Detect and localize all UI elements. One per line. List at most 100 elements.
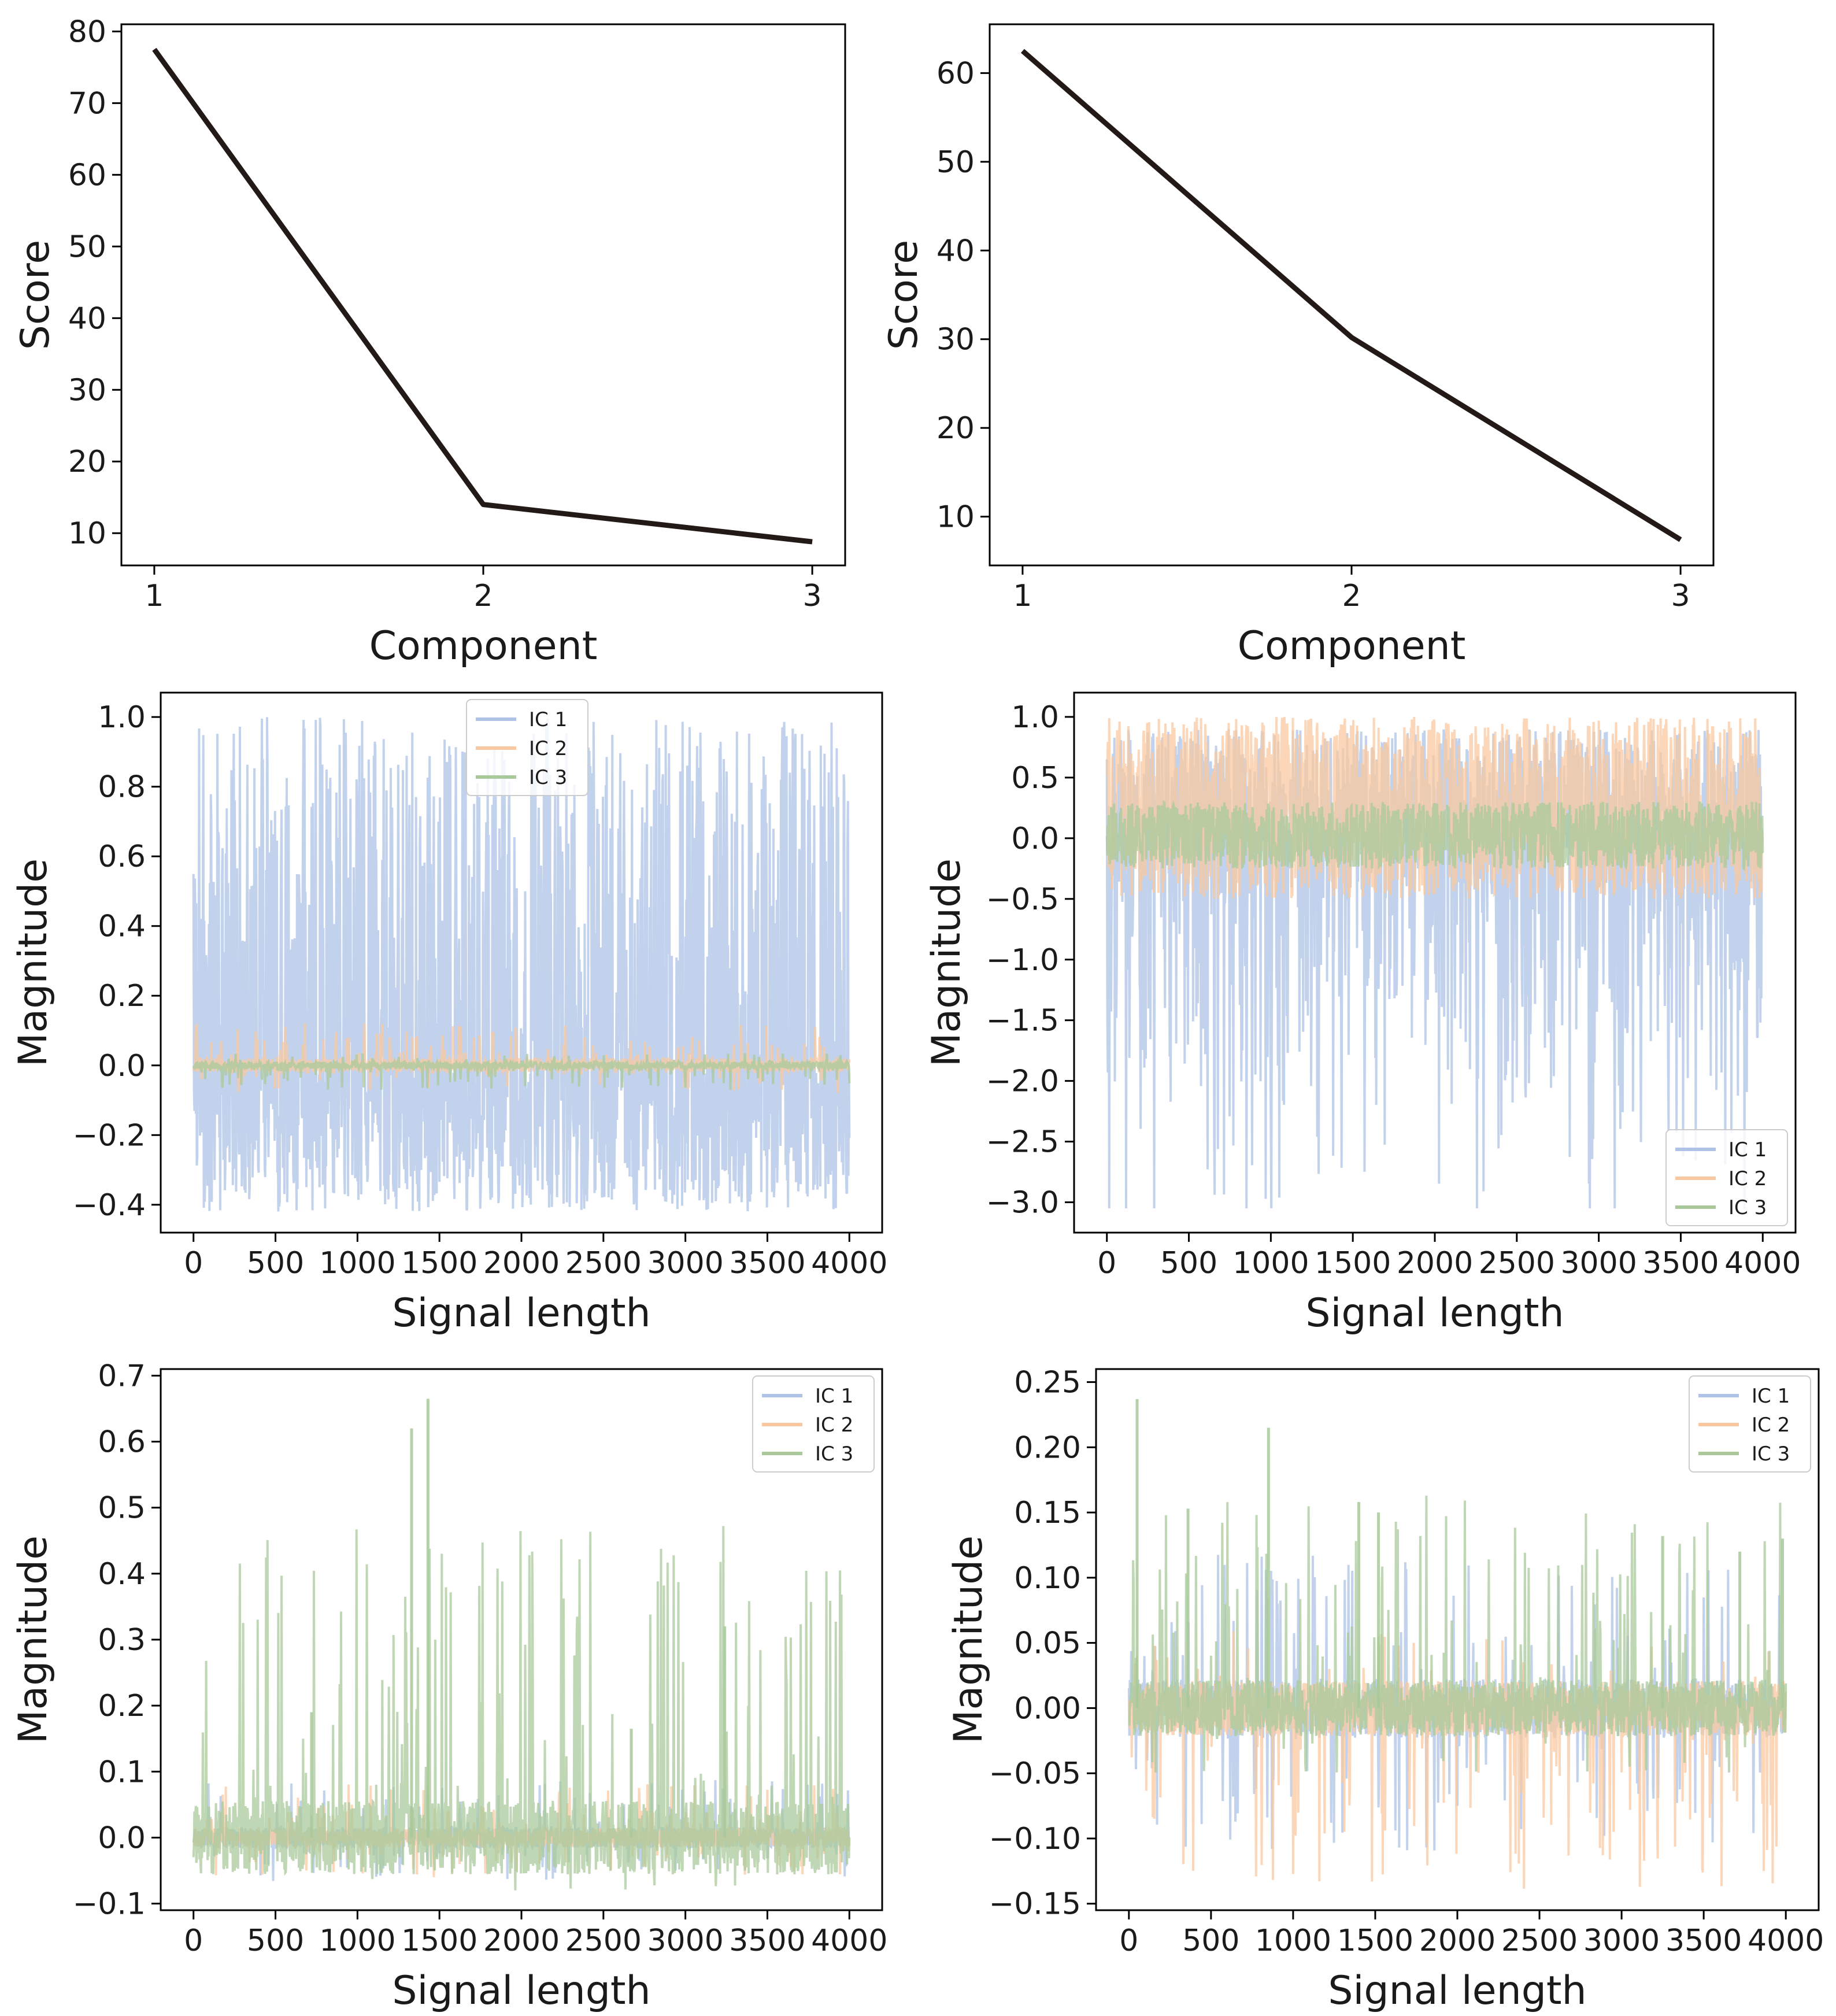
- chart-panel-4: IC 1 IC 2 IC 3 0 500 1000 1500 2000 2500 3000 3500…: [924, 691, 1801, 1336]
- x-axis-label: Component: [369, 623, 598, 669]
- legend: IC 1 IC 2 IC 3: [466, 699, 588, 796]
- x-tick-label: 0: [1119, 1923, 1138, 1958]
- y-tick-label: −0.4: [73, 1188, 146, 1223]
- legend-label: IC 2: [1752, 1414, 1790, 1437]
- y-tick-label: 0.00: [1014, 1691, 1081, 1726]
- y-tick-label: −2.0: [986, 1064, 1059, 1099]
- y-tick-label: 0.1: [98, 1755, 146, 1789]
- x-tick-label: 2000: [483, 1923, 560, 1958]
- y-tick-label: 0.6: [98, 1425, 146, 1460]
- chart-panel-2: 1 2 3 10 20 30 40 50 60 Component Score: [881, 23, 1715, 669]
- y-axis-label: Magnitude: [946, 1536, 991, 1744]
- legend: IC 1 IC 2 IC 3: [752, 1375, 875, 1473]
- y-tick-label: 40: [68, 301, 106, 336]
- y-tick-label: 0.2: [98, 979, 146, 1013]
- x-tick-label: 4000: [811, 1246, 887, 1281]
- y-tick-label: 1.0: [1011, 700, 1059, 735]
- y-tick-label: 0.25: [1014, 1366, 1081, 1400]
- x-tick-label: 3500: [1642, 1246, 1719, 1281]
- y-tick-label: 0.10: [1014, 1561, 1081, 1596]
- legend-label: IC 1: [1728, 1138, 1767, 1161]
- series-ic-2-line: [1105, 717, 1764, 900]
- chart-panel-3: IC 1 IC 2 IC 3 0 500 1000 1500 2000 2500 3000 3500…: [10, 691, 887, 1336]
- y-tick-label: −0.05: [989, 1756, 1081, 1791]
- x-tick-label: 1500: [1337, 1923, 1413, 1958]
- x-tick-label: 500: [247, 1246, 304, 1281]
- x-tick-label: 1500: [1315, 1246, 1391, 1281]
- y-tick-label: 10: [936, 500, 975, 535]
- legend-label: IC 3: [1728, 1196, 1767, 1219]
- chart-panel-6: IC 1 IC 2 IC 3 0 500 1000 1500 2000 2500 3000 3500…: [946, 1366, 1824, 2014]
- y-tick-label: 0.20: [1014, 1430, 1081, 1465]
- x-tick-label: 2: [473, 579, 493, 613]
- x-tick-label: 4000: [811, 1923, 887, 1958]
- y-tick-label: 0.3: [98, 1623, 146, 1658]
- x-tick-label: 4000: [1724, 1246, 1801, 1281]
- x-tick-label: 1000: [1232, 1246, 1309, 1281]
- series-ic-3-line: [1128, 1496, 1787, 1773]
- x-tick-label: 500: [247, 1923, 304, 1958]
- legend-label: IC 2: [1728, 1167, 1767, 1190]
- x-axis-label: Signal length: [1305, 1290, 1564, 1336]
- y-tick-label: 0.4: [98, 1557, 146, 1592]
- x-tick-label: 4000: [1748, 1923, 1824, 1958]
- x-tick-label: 1500: [401, 1246, 477, 1281]
- x-tick-label: 2500: [565, 1246, 642, 1281]
- y-tick-label: −3.0: [986, 1186, 1059, 1220]
- y-tick-label: −0.15: [989, 1887, 1081, 1922]
- axes-frame: [989, 23, 1715, 567]
- x-axis-label: Signal length: [392, 1290, 650, 1336]
- y-axis-label: Score: [13, 240, 58, 350]
- series-ic-3-line: [1105, 800, 1764, 871]
- y-tick-label: −1.0: [986, 943, 1059, 978]
- x-tick-label: 2500: [565, 1923, 642, 1958]
- score-line: [152, 47, 813, 545]
- x-tick-label: 2500: [1501, 1923, 1578, 1958]
- y-tick-label: 0.5: [1011, 761, 1059, 796]
- y-axis-label: Magnitude: [10, 1536, 56, 1744]
- x-tick-label: 1000: [319, 1246, 395, 1281]
- y-tick-label: −0.10: [989, 1822, 1081, 1856]
- x-tick-label: 3500: [729, 1923, 805, 1958]
- x-tick-label: 2000: [1419, 1923, 1496, 1958]
- y-tick-label: 0.05: [1014, 1626, 1081, 1661]
- y-tick-label: −1.5: [986, 1004, 1059, 1038]
- series-ic-3-line: [192, 1053, 851, 1090]
- y-tick-label: 20: [68, 445, 106, 479]
- legend-label: IC 3: [529, 766, 567, 789]
- x-tick-label: 500: [1182, 1923, 1239, 1958]
- y-tick-label: 60: [68, 158, 106, 193]
- y-tick-label: 0.0: [98, 1821, 146, 1855]
- y-tick-label: 20: [936, 411, 975, 446]
- x-tick-label: 3000: [1583, 1923, 1660, 1958]
- y-axis-label: Score: [881, 240, 927, 350]
- series-ic-3-line: [192, 1526, 851, 1891]
- y-tick-label: 0.0: [1011, 822, 1059, 856]
- plot-area: [1020, 49, 1682, 542]
- x-tick-label: 2: [1342, 579, 1361, 613]
- x-tick-label: 3000: [647, 1246, 723, 1281]
- x-tick-label: 1: [1013, 579, 1032, 613]
- y-tick-label: 0.6: [98, 839, 146, 874]
- y-tick-label: 40: [936, 234, 975, 268]
- y-tick-label: 30: [68, 373, 106, 408]
- x-axis-label: Signal length: [392, 1968, 650, 2014]
- axes-frame: [120, 23, 846, 567]
- x-tick-label: 1: [145, 579, 164, 613]
- y-tick-label: 30: [936, 323, 975, 357]
- legend-label: IC 1: [815, 1385, 853, 1408]
- legend-label: IC 2: [529, 737, 567, 760]
- x-tick-label: 2000: [483, 1246, 560, 1281]
- y-tick-label: −0.5: [986, 882, 1059, 917]
- x-tick-label: 2500: [1479, 1246, 1555, 1281]
- y-tick-label: 50: [68, 230, 106, 264]
- y-tick-label: −2.5: [986, 1125, 1059, 1160]
- x-tick-label: 3500: [1665, 1923, 1742, 1958]
- y-tick-label: 1.0: [98, 700, 146, 735]
- x-tick-label: 1500: [401, 1923, 477, 1958]
- score-line: [1020, 49, 1682, 542]
- y-tick-label: −0.1: [73, 1887, 146, 1922]
- y-axis-label: Magnitude: [924, 859, 969, 1067]
- x-tick-label: 1000: [319, 1923, 395, 1958]
